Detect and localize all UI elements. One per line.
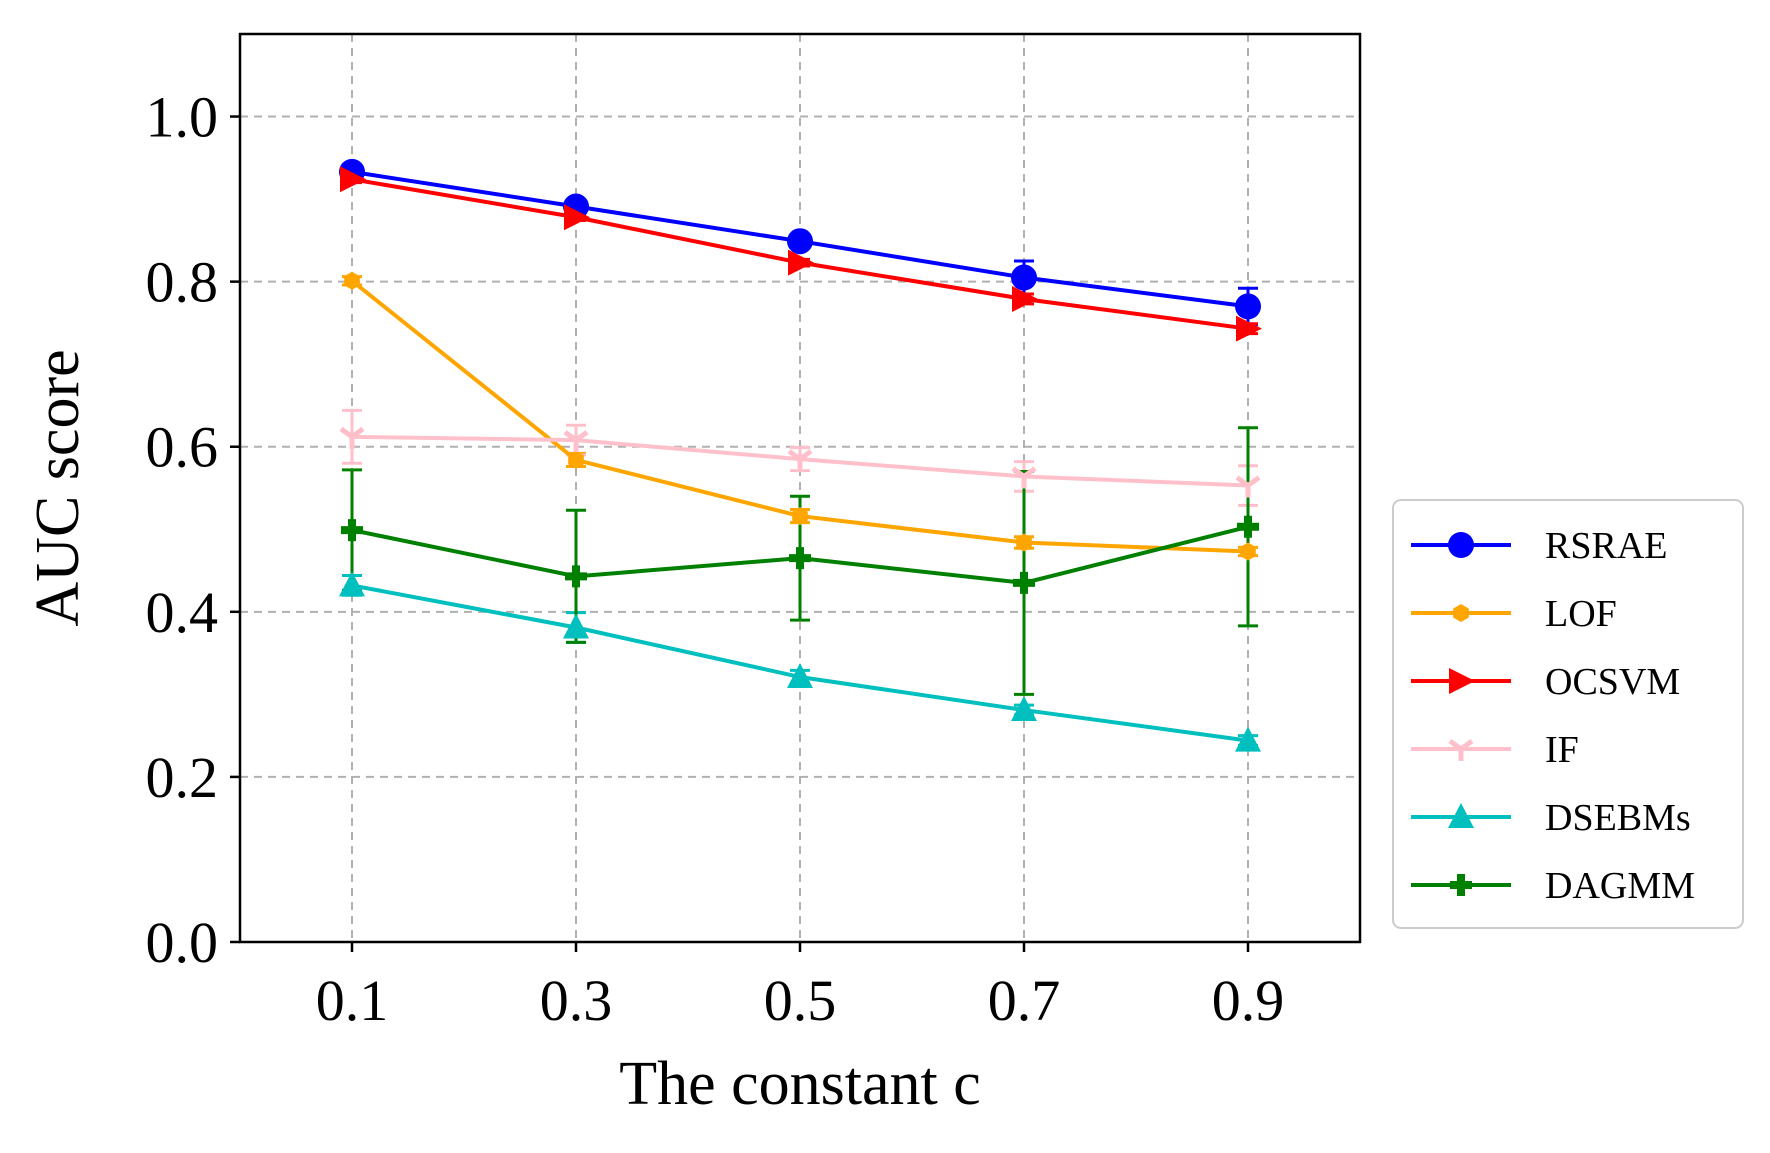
ocsvm-point [340, 166, 366, 193]
x-tick-label: 0.5 [764, 968, 837, 1033]
legend-swatch-marker [1448, 532, 1474, 558]
legend-swatch-marker [1449, 668, 1475, 694]
if-point [1011, 466, 1037, 489]
lof-point [344, 271, 360, 290]
lof-point [792, 507, 808, 526]
dsebms-point [1011, 696, 1037, 722]
dagmm-point [565, 565, 587, 588]
legend-item-rsrae: RSRAE [1411, 525, 1667, 567]
x-tick-label: 0.7 [988, 968, 1061, 1033]
lof-point [568, 450, 584, 469]
grid [240, 34, 1360, 942]
x-tick-label: 0.1 [316, 968, 389, 1033]
legend-swatch-marker [1453, 604, 1469, 622]
legend-item-ocsvm: OCSVM [1411, 661, 1680, 703]
ocsvm-point [564, 204, 590, 231]
rsrae-point [1235, 293, 1261, 320]
if-point [1235, 475, 1261, 498]
ocsvm-point [1236, 315, 1262, 342]
dagmm-point [789, 547, 811, 570]
dsebms-point [339, 571, 365, 597]
y-tick-label: 1.0 [146, 85, 219, 150]
ocsvm-point [1012, 285, 1038, 312]
if-point [563, 430, 589, 453]
x-axis-title: The constant c [619, 1050, 981, 1118]
if-point [787, 449, 813, 472]
y-tick-label: 0.4 [146, 580, 219, 645]
ocsvm-point [788, 249, 814, 276]
dagmm-point [341, 519, 363, 542]
dsebms-point [1235, 726, 1261, 752]
dsebms-point [563, 613, 589, 639]
legend-swatch-marker [1448, 738, 1474, 761]
legend-label: DAGMM [1545, 865, 1695, 907]
legend: RSRAE LOF OCSVM IF DSEBMs DAGMM [1392, 499, 1744, 929]
legend-item-dagmm: DAGMM [1411, 865, 1695, 907]
legend-item-dsebms: DSEBMs [1411, 797, 1691, 839]
series-markers [339, 158, 1262, 752]
axis-ticks: 0.1 0.3 0.5 0.7 0.9 0.0 0.2 0.4 0.6 0.8 1.0 [146, 85, 1285, 1033]
y-tick-label: 0.2 [146, 745, 219, 810]
y-axis-title: AUC score [24, 349, 92, 626]
x-tick-label: 0.9 [1212, 968, 1285, 1033]
legend-item-if: IF [1411, 729, 1579, 771]
lof-point [1016, 533, 1032, 552]
dsebms-point [787, 663, 813, 689]
legend-item-lof: LOF [1411, 593, 1617, 635]
lof-point [1240, 542, 1256, 561]
legend-label: OCSVM [1545, 661, 1680, 703]
if-point [339, 426, 365, 449]
dagmm-point [1013, 571, 1035, 594]
rsrae-point [787, 228, 813, 255]
x-tick-label: 0.3 [540, 968, 613, 1033]
y-tick-label: 0.8 [146, 250, 219, 315]
legend-label: IF [1545, 729, 1579, 771]
legend-swatch-marker [1448, 803, 1474, 828]
y-tick-label: 0.6 [146, 415, 219, 480]
legend-swatch-marker [1450, 874, 1472, 896]
legend-box [1392, 499, 1744, 929]
legend-label: LOF [1545, 593, 1617, 635]
y-tick-label: 0.0 [146, 910, 219, 975]
legend-label: DSEBMs [1545, 797, 1691, 839]
dagmm-point [1237, 515, 1259, 538]
rsrae-point [1011, 264, 1037, 291]
legend-label: RSRAE [1545, 525, 1667, 567]
